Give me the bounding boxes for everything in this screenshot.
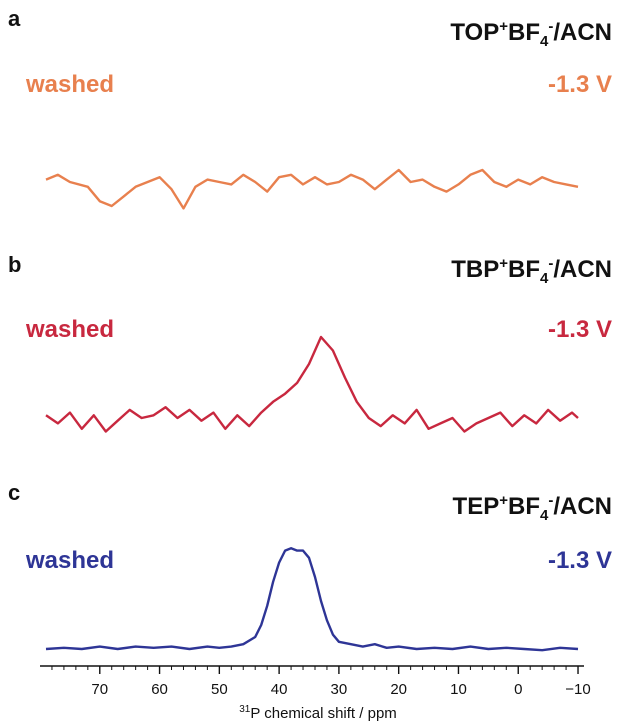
x-axis-ticks: 70 60 50 40 30 20 10 0 −10 xyxy=(51,666,591,698)
panel-c-right-text: -1.3 V xyxy=(548,547,612,574)
panel-c-spectrum-line xyxy=(45,547,579,652)
x-tick-label: 40 xyxy=(271,681,288,698)
x-axis: 70 60 50 40 30 20 10 0 −10 31P chemical shift / … xyxy=(40,665,591,722)
panel-c-title: TEP+BF4-/ACN xyxy=(453,492,612,524)
panel-c: c TEP+BF4-/ACN washed -1.3 V xyxy=(8,480,612,652)
panel-a-right-text: -1.3 V xyxy=(548,71,612,98)
panel-a: a TOP+BF4-/ACN washed -1.3 V xyxy=(8,6,612,210)
x-tick-label: 50 xyxy=(211,681,228,698)
panel-c-left-text: washed xyxy=(25,547,114,574)
panel-b-title: TBP+BF4-/ACN xyxy=(451,255,612,287)
x-tick-label: 0 xyxy=(514,681,522,698)
x-tick-label: 10 xyxy=(450,681,467,698)
panel-a-label: a xyxy=(8,6,21,31)
x-axis-label: 31P chemical shift / ppm xyxy=(239,704,397,722)
panel-a-title: TOP+BF4-/ACN xyxy=(450,18,612,50)
x-tick-label: 20 xyxy=(390,681,407,698)
panel-a-left-text: washed xyxy=(25,71,114,98)
x-tick-label: 30 xyxy=(331,681,348,698)
x-tick-label: −10 xyxy=(565,681,590,698)
panel-b: b TBP+BF4-/ACN washed -1.3 V xyxy=(8,252,612,433)
panel-a-spectrum-line xyxy=(45,168,579,210)
panel-b-label: b xyxy=(8,252,21,277)
panel-b-right-text: -1.3 V xyxy=(548,316,612,343)
panel-c-label: c xyxy=(8,480,20,505)
x-tick-label: 70 xyxy=(91,681,108,698)
panel-b-left-text: washed xyxy=(25,316,114,343)
x-tick-label: 60 xyxy=(151,681,168,698)
panel-b-spectrum-line xyxy=(45,335,579,433)
